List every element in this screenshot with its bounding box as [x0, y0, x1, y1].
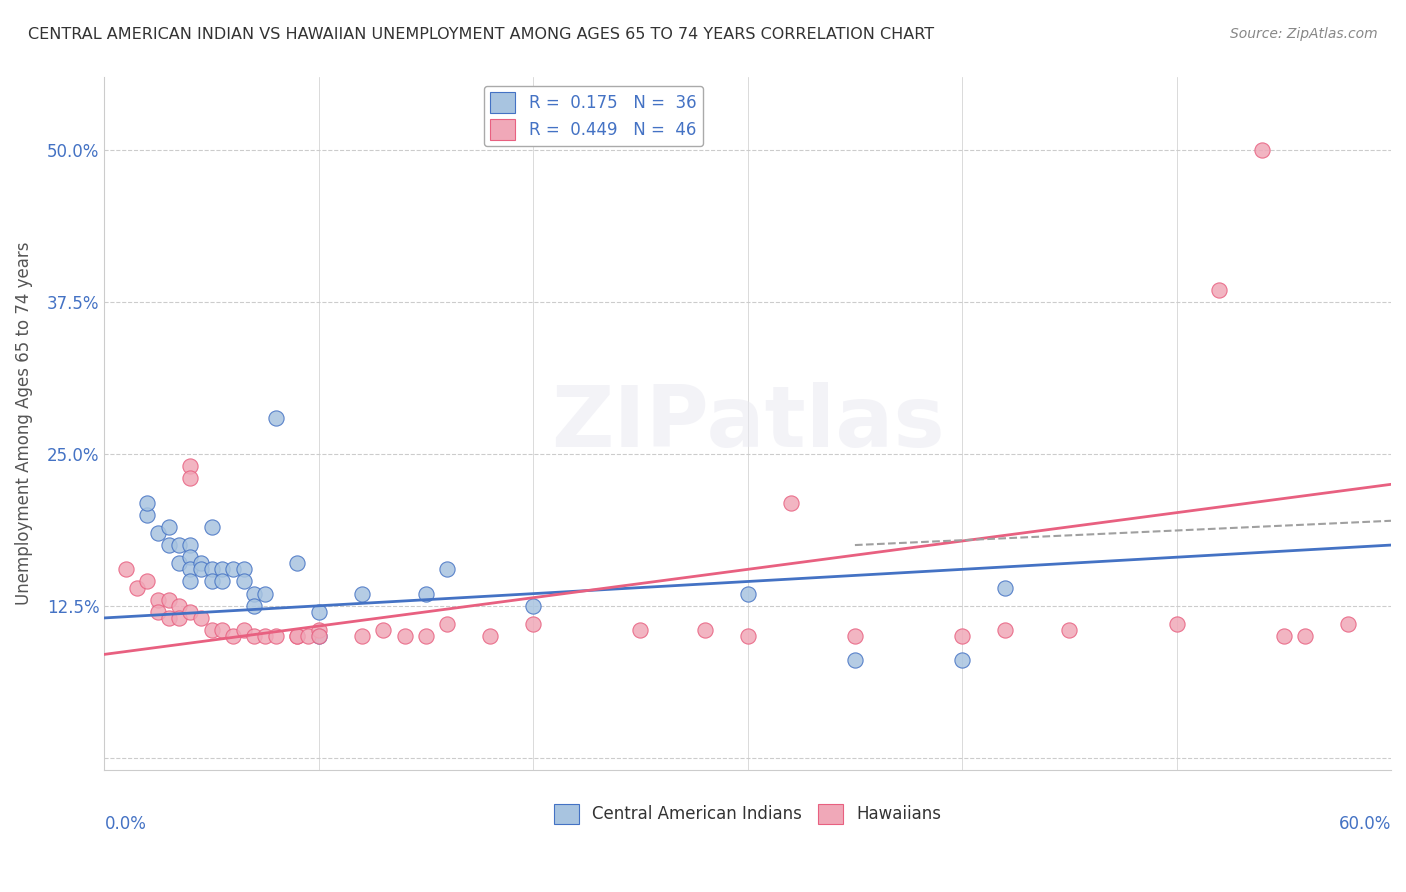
- Point: [950, 629, 973, 643]
- Point: [308, 623, 330, 637]
- Point: [179, 459, 201, 474]
- Point: [1294, 629, 1316, 643]
- Point: [264, 410, 287, 425]
- Point: [157, 520, 180, 534]
- Point: [200, 562, 222, 576]
- Point: [169, 538, 191, 552]
- Point: [169, 611, 191, 625]
- Point: [169, 599, 191, 613]
- Point: [1059, 623, 1081, 637]
- Point: [308, 629, 330, 643]
- Point: [146, 605, 169, 619]
- Point: [994, 581, 1017, 595]
- Point: [254, 629, 277, 643]
- Text: CENTRAL AMERICAN INDIAN VS HAWAIIAN UNEMPLOYMENT AMONG AGES 65 TO 74 YEARS CORRE: CENTRAL AMERICAN INDIAN VS HAWAIIAN UNEM…: [28, 27, 934, 42]
- Point: [415, 629, 437, 643]
- Text: Source: ZipAtlas.com: Source: ZipAtlas.com: [1230, 27, 1378, 41]
- Point: [285, 629, 308, 643]
- Point: [1166, 617, 1188, 632]
- Point: [737, 587, 759, 601]
- Point: [779, 495, 801, 509]
- Point: [146, 525, 169, 540]
- Point: [522, 617, 544, 632]
- Point: [179, 471, 201, 485]
- Point: [136, 574, 159, 589]
- Point: [114, 562, 136, 576]
- Point: [125, 581, 148, 595]
- Point: [1337, 617, 1360, 632]
- Point: [200, 623, 222, 637]
- Point: [232, 574, 254, 589]
- Point: [350, 587, 373, 601]
- Point: [994, 623, 1017, 637]
- Point: [190, 611, 212, 625]
- Point: [308, 629, 330, 643]
- Text: 0.0%: 0.0%: [104, 814, 146, 833]
- Point: [737, 629, 759, 643]
- Point: [297, 629, 319, 643]
- Y-axis label: Unemployment Among Ages 65 to 74 years: Unemployment Among Ages 65 to 74 years: [15, 242, 32, 606]
- Point: [222, 562, 245, 576]
- Point: [844, 653, 866, 667]
- Point: [211, 562, 233, 576]
- Point: [179, 538, 201, 552]
- Point: [179, 574, 201, 589]
- Point: [479, 629, 502, 643]
- Point: [522, 599, 544, 613]
- Point: [190, 556, 212, 570]
- Point: [415, 587, 437, 601]
- Point: [243, 629, 266, 643]
- Point: [146, 592, 169, 607]
- Point: [136, 495, 159, 509]
- Point: [243, 587, 266, 601]
- Point: [157, 538, 180, 552]
- Point: [157, 611, 180, 625]
- Point: [190, 562, 212, 576]
- Point: [232, 623, 254, 637]
- Point: [243, 599, 266, 613]
- Point: [436, 562, 458, 576]
- Text: ZIPatlas: ZIPatlas: [551, 382, 945, 465]
- Point: [232, 562, 254, 576]
- Point: [285, 556, 308, 570]
- Point: [200, 574, 222, 589]
- Point: [136, 508, 159, 522]
- Point: [264, 629, 287, 643]
- Point: [630, 623, 652, 637]
- Legend: Central American Indians, Hawaiians: Central American Indians, Hawaiians: [547, 797, 949, 830]
- Point: [394, 629, 416, 643]
- Point: [373, 623, 395, 637]
- Point: [436, 617, 458, 632]
- Point: [1272, 629, 1295, 643]
- Point: [211, 574, 233, 589]
- Point: [1208, 283, 1230, 297]
- Point: [179, 562, 201, 576]
- Point: [1251, 144, 1274, 158]
- Point: [222, 629, 245, 643]
- Point: [950, 653, 973, 667]
- Point: [157, 592, 180, 607]
- Point: [179, 605, 201, 619]
- Point: [844, 629, 866, 643]
- Point: [254, 587, 277, 601]
- Text: 60.0%: 60.0%: [1339, 814, 1391, 833]
- Point: [350, 629, 373, 643]
- Point: [285, 629, 308, 643]
- Point: [200, 520, 222, 534]
- Point: [693, 623, 716, 637]
- Point: [308, 605, 330, 619]
- Point: [211, 623, 233, 637]
- Point: [169, 556, 191, 570]
- Point: [179, 550, 201, 565]
